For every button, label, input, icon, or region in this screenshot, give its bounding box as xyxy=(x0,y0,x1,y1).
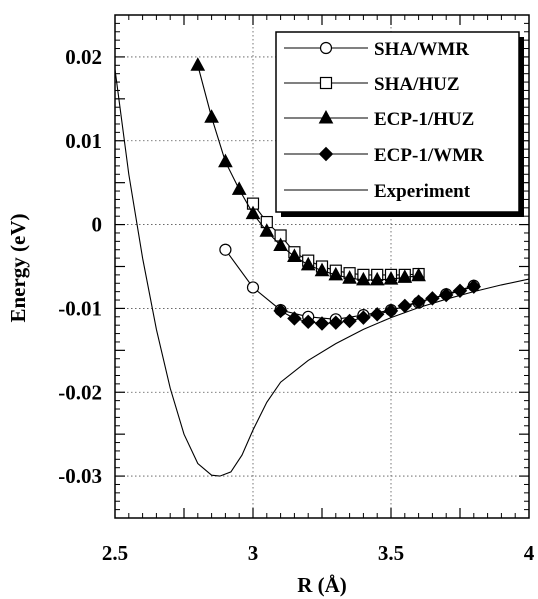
tick-labels: 2.5 3 3.5 4 0.02 0.01 0 -0.01 -0.02 -0.03 xyxy=(58,45,535,565)
data-point-ecp-1-huz xyxy=(397,269,413,283)
minor-ticks xyxy=(115,15,529,518)
data-point-ecp-1-huz xyxy=(231,181,247,195)
legend-marker-ecp-1-wmr xyxy=(318,146,334,162)
data-point-ecp-1-wmr xyxy=(397,298,413,314)
data-point-ecp-1-huz xyxy=(259,223,275,237)
data-point-ecp-1-huz xyxy=(287,248,302,262)
data-point-ecp-1-wmr xyxy=(425,291,440,306)
legend-items: SHA/WMR SHA/HUZ ECP-1/HUZ ECP-1/WMR Experime… xyxy=(284,39,484,202)
data-point-ecp-1-huz xyxy=(190,57,206,71)
data-point-ecp-1-huz xyxy=(342,270,357,284)
y-axis-title: Energy (eV) xyxy=(6,213,30,322)
y-tick-label: 0 xyxy=(92,213,103,237)
data-point-ecp-1-huz xyxy=(300,256,316,271)
data-point-ecp-1-wmr xyxy=(411,294,426,309)
y-tick-label: -0.03 xyxy=(58,464,102,488)
x-axis-title: R (Å) xyxy=(297,573,347,597)
series-layer xyxy=(115,57,529,477)
legend-marker-ecp-1-huz xyxy=(318,109,334,124)
plot-frame xyxy=(114,14,530,519)
data-point-ecp-1-wmr xyxy=(356,310,371,325)
data-point-ecp-1-wmr xyxy=(287,311,302,326)
legend-marker-sha-huz xyxy=(319,76,333,90)
series-ecp-1-wmr xyxy=(273,279,482,331)
y-tick-label: -0.02 xyxy=(58,380,102,404)
legend-item-ecp-1-huz: ECP-1/HUZ xyxy=(284,109,474,130)
data-point-ecp-1-huz xyxy=(314,262,330,277)
data-point-ecp-1-huz xyxy=(411,267,426,282)
data-point-ecp-1-wmr xyxy=(466,279,482,294)
data-point-ecp-1-wmr xyxy=(314,316,330,331)
y-tick-label: 0.02 xyxy=(65,45,102,69)
data-point-ecp-1-huz xyxy=(328,266,344,281)
legend-label-experiment: Experiment xyxy=(374,181,471,202)
legend: SHA/WMR SHA/HUZ ECP-1/HUZ ECP-1/WMR Experime… xyxy=(275,31,524,217)
data-point-ecp-1-wmr xyxy=(438,287,454,303)
legend-label-sha-huz: SHA/HUZ xyxy=(374,74,460,95)
legend-label-ecp-1-huz: ECP-1/HUZ xyxy=(374,109,474,130)
data-point-ecp-1-huz xyxy=(204,109,219,123)
data-point-ecp-1-huz xyxy=(383,271,399,285)
x-tick-label: 2.5 xyxy=(102,541,128,565)
data-point-sha-wmr xyxy=(246,281,260,294)
x-tick-label: 3.5 xyxy=(378,541,404,565)
legend-box xyxy=(275,31,520,213)
x-tick-label: 4 xyxy=(524,541,535,565)
data-point-sha-wmr xyxy=(219,243,232,256)
y-tick-label: 0.01 xyxy=(65,129,102,153)
legend-label-sha-wmr: SHA/WMR xyxy=(374,39,469,60)
data-point-ecp-1-huz xyxy=(245,205,261,220)
data-point-ecp-1-huz xyxy=(369,271,385,286)
data-point-ecp-1-wmr xyxy=(300,314,316,330)
legend-item-sha-wmr: SHA/WMR xyxy=(284,39,469,60)
legend-item-ecp-1-wmr: ECP-1/WMR xyxy=(284,145,484,166)
legend-label-ecp-1-wmr: ECP-1/WMR xyxy=(374,145,484,166)
data-point-ecp-1-wmr xyxy=(369,307,385,322)
data-point-ecp-1-huz xyxy=(218,153,233,168)
data-point-ecp-1-wmr xyxy=(383,303,399,319)
data-point-ecp-1-wmr xyxy=(328,315,344,330)
legend-item-experiment: Experiment xyxy=(284,181,471,202)
y-tick-label: -0.01 xyxy=(58,296,102,320)
data-point-ecp-1-wmr xyxy=(342,313,357,329)
legend-marker-sha-wmr xyxy=(319,41,333,55)
data-point-ecp-1-wmr xyxy=(452,283,468,299)
x-tick-label: 3 xyxy=(248,541,259,565)
legend-item-sha-huz: SHA/HUZ xyxy=(284,74,460,95)
series-ecp-1-huz xyxy=(190,57,426,286)
data-point-ecp-1-wmr xyxy=(273,303,288,319)
data-point-ecp-1-huz xyxy=(356,271,371,286)
data-point-ecp-1-huz xyxy=(273,237,288,252)
series-line-experiment xyxy=(115,69,529,477)
series-experiment xyxy=(115,69,529,477)
